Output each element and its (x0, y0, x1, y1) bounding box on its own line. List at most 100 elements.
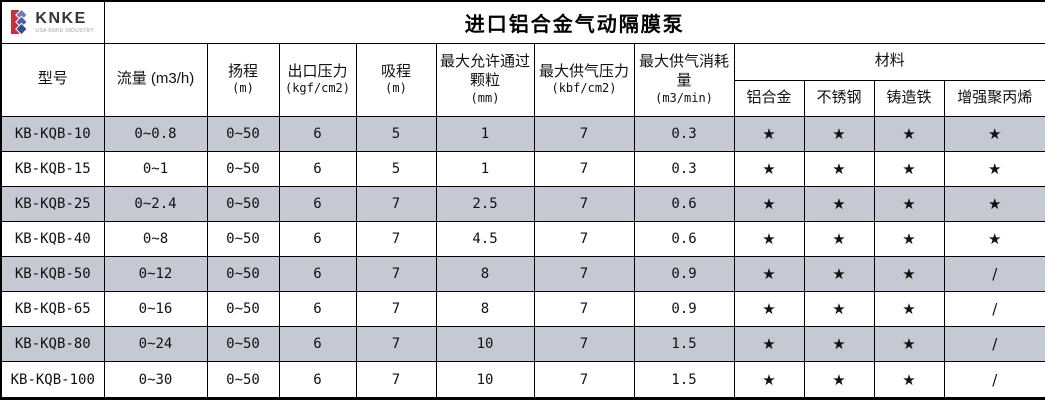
material-cast-iron-cell: ★ (873, 290, 945, 327)
air-consumption-cell: 1.5 (633, 325, 735, 363)
col-header-flow: 流量 (m3/h) (103, 42, 208, 117)
material-pp-cell: / (943, 361, 1045, 399)
material-stainless-cell: ★ (803, 150, 875, 187)
air-pressure-cell: 7 (533, 220, 635, 257)
material-aluminum-cell: ★ (733, 325, 805, 363)
air-consumption-cell: 0.9 (633, 290, 735, 327)
col-header-suction-unit: (m) (385, 81, 407, 96)
col-header-air-pressure-unit: (kbf/cm2) (551, 81, 617, 96)
particle-cell: 2.5 (435, 185, 535, 222)
material-aluminum-cell: ★ (733, 115, 805, 152)
material-cast-iron-cell: ★ (873, 325, 945, 363)
head-cell: 0~50 (206, 255, 280, 292)
table-row: KB-KQB-10 0~0.8 0~50 6 5 1 7 0.3 ★ ★ ★ ★ (0, 115, 1045, 152)
suction-cell: 5 (355, 115, 437, 152)
flow-cell: 0~12 (103, 255, 208, 292)
suction-cell: 7 (355, 325, 437, 363)
material-pp-cell: ★ (943, 150, 1045, 187)
material-stainless-cell: ★ (803, 220, 875, 257)
suction-cell: 7 (355, 290, 437, 327)
head-cell: 0~50 (206, 150, 280, 187)
header-row-1: 型号 流量 (m3/h) 扬程 (m) 出口压力 (kgf/cm2) 吸程 (m… (0, 42, 1045, 117)
material-aluminum-cell: ★ (733, 220, 805, 257)
outlet-pressure-cell: 6 (278, 115, 357, 152)
suction-cell: 7 (355, 255, 437, 292)
material-aluminum-cell: ★ (733, 361, 805, 399)
model-cell: KB-KQB-100 (0, 361, 105, 399)
logo-brand: KNKE (35, 9, 87, 27)
material-stainless-cell: ★ (803, 361, 875, 399)
air-pressure-cell: 7 (533, 115, 635, 152)
col-header-head-label: 扬程 (227, 62, 258, 80)
head-cell: 0~50 (206, 115, 280, 152)
table-row: KB-KQB-100 0~30 0~50 6 7 10 7 1.5 ★ ★ ★ / (0, 361, 1045, 399)
outlet-pressure-cell: 6 (278, 220, 357, 257)
flow-cell: 0~2.4 (103, 185, 208, 222)
outlet-pressure-cell: 6 (278, 361, 357, 399)
suction-cell: 7 (355, 220, 437, 257)
table-row: KB-KQB-50 0~12 0~50 6 7 8 7 0.9 ★ ★ ★ / (0, 255, 1045, 292)
col-header-air-consumption-label: 最大供气消耗量 (638, 53, 729, 89)
model-cell: KB-KQB-50 (0, 255, 105, 292)
col-header-outlet-pressure-label: 出口压力 (287, 62, 348, 80)
table-header: KNKE USA KNKE INDUSTRY 进口铝合金气动隔膜泵 型号 流量 … (0, 0, 1045, 117)
particle-cell: 8 (435, 255, 535, 292)
outlet-pressure-cell: 6 (278, 255, 357, 292)
head-cell: 0~50 (206, 185, 280, 222)
col-header-particle: 最大允许通过颗粒 (mm) (435, 42, 535, 117)
title-row: KNKE USA KNKE INDUSTRY 进口铝合金气动隔膜泵 (0, 0, 1045, 44)
material-cast-iron-cell: ★ (873, 361, 945, 399)
col-header-materials-group: 材料 (733, 42, 1045, 81)
col-header-head-unit: (m) (232, 81, 254, 96)
head-cell: 0~50 (206, 361, 280, 399)
particle-cell: 4.5 (435, 220, 535, 257)
material-aluminum-cell: ★ (733, 150, 805, 187)
outlet-pressure-cell: 6 (278, 185, 357, 222)
outlet-pressure-cell: 6 (278, 325, 357, 363)
material-cast-iron-cell: ★ (873, 150, 945, 187)
suction-cell: 7 (355, 361, 437, 399)
material-pp-cell: / (943, 290, 1045, 327)
material-stainless-cell: ★ (803, 185, 875, 222)
col-header-particle-unit: (mm) (470, 90, 500, 105)
air-pressure-cell: 7 (533, 290, 635, 327)
flow-cell: 0~16 (103, 290, 208, 327)
col-header-suction-label: 吸程 (380, 62, 411, 80)
logo-tagline: USA KNKE INDUSTRY (35, 27, 95, 34)
model-cell: KB-KQB-10 (0, 115, 105, 152)
col-header-air-consumption-unit: (m3/min) (655, 90, 713, 105)
table-row: KB-KQB-65 0~16 0~50 6 7 8 7 0.9 ★ ★ ★ / (0, 290, 1045, 327)
col-header-material-cast-iron: 铸造铁 (873, 79, 945, 117)
material-pp-cell: / (943, 255, 1045, 292)
model-cell: KB-KQB-40 (0, 220, 105, 257)
table-row: KB-KQB-80 0~24 0~50 6 7 10 7 1.5 ★ ★ ★ / (0, 325, 1045, 363)
col-header-material-aluminum: 铝合金 (733, 79, 805, 117)
col-header-suction: 吸程 (m) (355, 42, 437, 117)
material-pp-cell: ★ (943, 220, 1045, 257)
air-consumption-cell: 0.6 (633, 185, 735, 222)
material-pp-cell: / (943, 325, 1045, 363)
table-body: KB-KQB-10 0~0.8 0~50 6 5 1 7 0.3 ★ ★ ★ ★ KB-KQB-15 0~… (0, 115, 1045, 399)
model-cell: KB-KQB-25 (0, 185, 105, 222)
outlet-pressure-cell: 6 (278, 290, 357, 327)
head-cell: 0~50 (206, 220, 280, 257)
model-cell: KB-KQB-65 (0, 290, 105, 327)
air-pressure-cell: 7 (533, 325, 635, 363)
col-header-head: 扬程 (m) (206, 42, 280, 117)
air-pressure-cell: 7 (533, 255, 635, 292)
air-consumption-cell: 1.5 (633, 361, 735, 399)
table-row: KB-KQB-40 0~8 0~50 6 7 4.5 7 0.6 ★ ★ ★ ★ (0, 220, 1045, 257)
material-cast-iron-cell: ★ (873, 115, 945, 152)
material-stainless-cell: ★ (803, 255, 875, 292)
model-cell: KB-KQB-15 (0, 150, 105, 187)
col-header-material-pp: 增强聚丙烯 (943, 79, 1045, 117)
air-consumption-cell: 0.6 (633, 220, 735, 257)
material-stainless-cell: ★ (803, 115, 875, 152)
col-header-model: 型号 (0, 42, 105, 117)
air-consumption-cell: 0.3 (633, 115, 735, 152)
air-pressure-cell: 7 (533, 150, 635, 187)
flow-cell: 0~24 (103, 325, 208, 363)
head-cell: 0~50 (206, 325, 280, 363)
particle-cell: 1 (435, 115, 535, 152)
air-consumption-cell: 0.9 (633, 255, 735, 292)
